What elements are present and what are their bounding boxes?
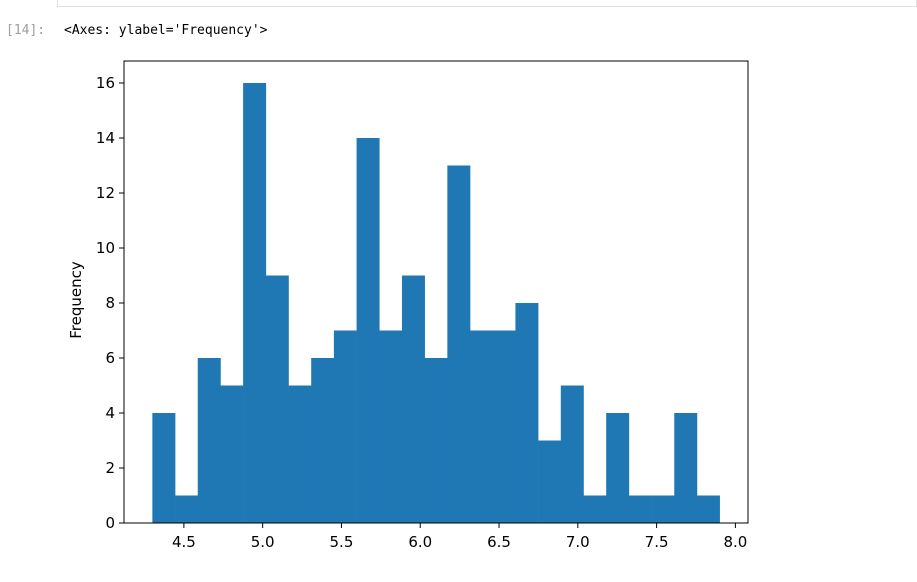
y-tick-label: 2 [105, 459, 115, 477]
histogram-bar [424, 358, 448, 523]
y-tick-label: 6 [105, 349, 115, 367]
histogram-bar [560, 385, 584, 523]
histogram-bar [356, 138, 380, 523]
histogram-bar [288, 385, 312, 523]
histogram-bar [651, 495, 675, 523]
cell-prompt: [14]: [6, 23, 46, 38]
x-tick-label: 5.5 [330, 533, 354, 551]
histogram-bar [311, 358, 335, 523]
y-tick-label: 10 [96, 239, 115, 257]
x-tick-label: 7.5 [645, 533, 669, 551]
histogram-bar [220, 385, 244, 523]
x-tick-label: 5.0 [251, 533, 275, 551]
x-tick-label: 4.5 [172, 533, 196, 551]
y-tick-label: 14 [96, 129, 115, 147]
histogram-bar [265, 275, 289, 523]
histogram-bar [379, 330, 403, 523]
histogram-bars [152, 83, 720, 523]
histogram-bar [401, 275, 425, 523]
histogram-bar [538, 440, 562, 523]
x-tick-label: 6.0 [408, 533, 432, 551]
histogram-bar [333, 330, 357, 523]
histogram-bar [470, 330, 494, 523]
x-tick-label: 7.0 [566, 533, 590, 551]
histogram-bar [606, 413, 630, 523]
y-tick-label: 12 [96, 184, 115, 202]
y-tick-label: 4 [105, 404, 115, 422]
histogram-bar [696, 495, 720, 523]
y-tick-label: 16 [96, 74, 115, 92]
histogram-bar [515, 303, 539, 523]
histogram-bar [583, 495, 607, 523]
x-axis-ticks: 4.5 5.0 5.5 6.0 6.5 7.0 7.5 8.0 [172, 523, 747, 551]
x-tick-label: 8.0 [723, 533, 747, 551]
histogram-bar [243, 83, 267, 523]
x-tick-label: 6.5 [487, 533, 511, 551]
histogram-bar [492, 330, 516, 523]
cell-output-text: <Axes: ylabel='Frequency'> [64, 23, 268, 38]
histogram-bar [175, 495, 199, 523]
y-tick-label: 8 [105, 294, 115, 312]
axes-frame [123, 60, 749, 524]
y-axis-ticks: 0 2 4 6 8 10 12 14 16 [96, 74, 124, 532]
y-axis-label: Frequency [67, 261, 85, 339]
histogram-bar [628, 495, 652, 523]
histogram-bar [197, 358, 221, 523]
histogram-bar [674, 413, 698, 523]
histogram-bar [447, 165, 471, 523]
y-tick-label: 0 [105, 514, 115, 532]
histogram-bar [152, 413, 176, 523]
